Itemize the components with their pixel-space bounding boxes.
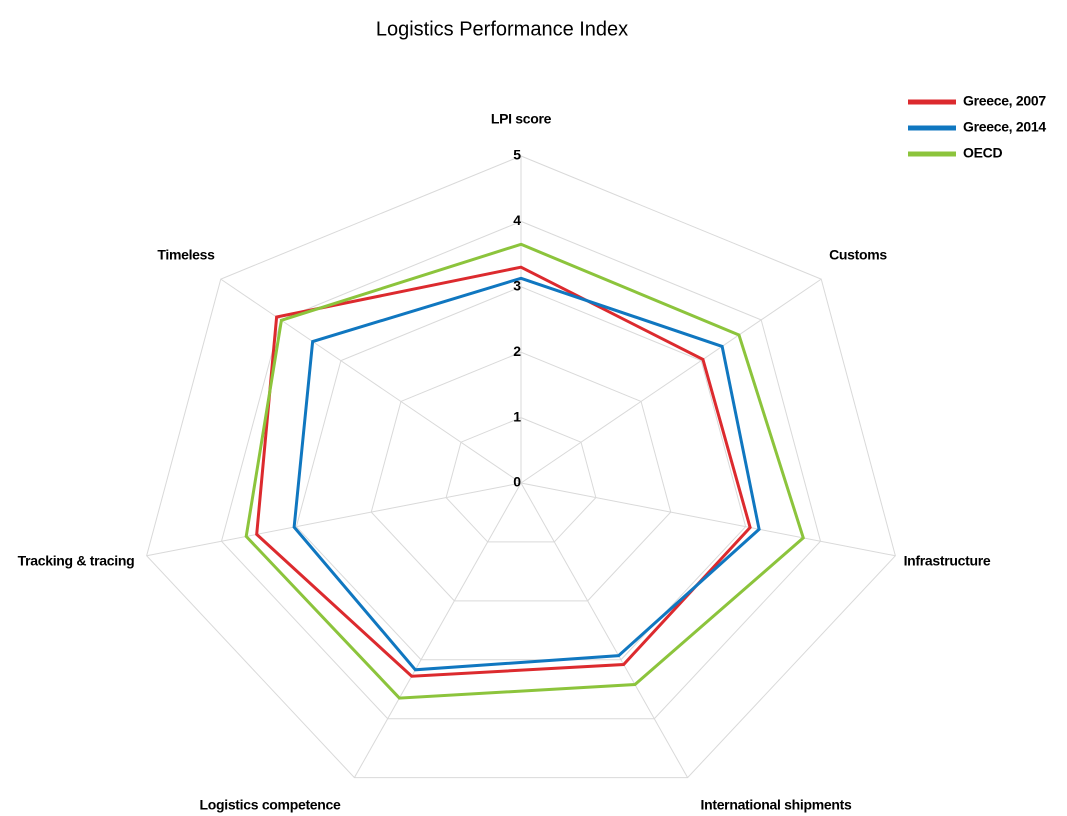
- r-tick-label: 5: [513, 147, 521, 163]
- legend: Greece, 2007 Greece, 2014 OECD: [908, 93, 1047, 161]
- axis-spoke: [520, 278, 822, 484]
- category-label: Customs: [829, 247, 887, 263]
- axis-spoke: [220, 278, 522, 484]
- category-label: LPI score: [491, 111, 552, 127]
- r-tick-label: 0: [513, 474, 521, 490]
- grid-ring: [220, 220, 822, 720]
- category-label: Infrastructure: [904, 553, 991, 569]
- legend-label: OECD: [963, 145, 1002, 161]
- labels: 0 1 2 3 4 5 LPI score Customs Infrastructure Inte…: [18, 111, 992, 813]
- category-label: Tracking & tracing: [18, 553, 135, 569]
- grid-ring: [295, 286, 747, 661]
- axis-spoke: [520, 482, 896, 557]
- grid-ring: [146, 155, 896, 779]
- series-line: [255, 265, 752, 678]
- grid-ring: [370, 351, 672, 602]
- series-line: [244, 242, 806, 700]
- axis-spoke: [520, 482, 689, 778]
- chart-title: Logistics Performance Index: [376, 18, 628, 40]
- category-label: International shipments: [700, 797, 852, 813]
- legend-label: Greece, 2014: [963, 119, 1046, 135]
- r-tick-label: 4: [513, 212, 521, 228]
- category-label: Timeless: [157, 247, 215, 263]
- r-tick-label: 1: [513, 408, 521, 424]
- category-label: Logistics competence: [199, 797, 341, 813]
- axis-spoke: [146, 482, 522, 557]
- grid-ring: [445, 417, 597, 543]
- grid: [146, 155, 896, 779]
- axis-spoke: [353, 482, 522, 778]
- legend-label: Greece, 2007: [963, 93, 1046, 109]
- r-tick-label: 2: [513, 343, 521, 359]
- series-group: [244, 242, 806, 700]
- series-line: [292, 276, 761, 672]
- r-tick-label: 3: [513, 278, 521, 294]
